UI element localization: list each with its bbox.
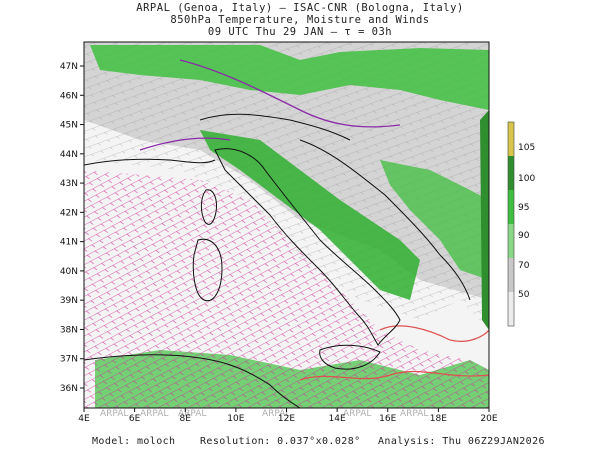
colorbar-segment <box>508 292 514 326</box>
colorbar-segment <box>508 156 514 190</box>
watermark-text: ARPAL <box>100 409 128 419</box>
header-source: ARPAL (Genoa, Italy) — ISAC-CNR (Bologna… <box>136 2 464 14</box>
model-label: Model: <box>92 436 131 447</box>
lon-tick-label: 10E <box>227 414 244 424</box>
coastline-sicily <box>319 344 381 370</box>
watermark-group: ARPAL ARPAL ARPAL ARPAL ARPAL ARPAL <box>100 409 428 419</box>
lat-tick-label: 39N <box>60 296 78 306</box>
longitude-axis: 4E 6E 8E 10E 12E 14E 16E 18E 20E <box>78 408 498 424</box>
colorbar-frame <box>507 121 515 327</box>
lon-tick-label: 18E <box>430 414 447 424</box>
colorbar-segment <box>508 258 514 292</box>
analysis-label: Analysis: <box>378 436 436 447</box>
border-alps <box>199 113 351 141</box>
lon-tick-label: 12E <box>278 414 295 424</box>
lat-tick-label: 42N <box>60 208 78 218</box>
wind-barbs-strong <box>84 170 489 408</box>
colorbar-label: 105 <box>518 143 535 153</box>
footer-model: Model: moloch <box>92 436 175 447</box>
lon-tick-label: 8E <box>180 414 192 424</box>
lon-tick-label: 4E <box>78 414 90 424</box>
moisture-area-balkans <box>380 160 489 280</box>
lat-tick-label: 41N <box>60 238 78 248</box>
footer-analysis: Analysis: Thu 06Z29JAN2026 <box>378 436 545 447</box>
header-field: 850hPa Temperature, Moisture and Winds <box>170 14 430 26</box>
lat-tick-label: 37N <box>60 355 78 365</box>
moisture-area-east-edge <box>480 110 489 330</box>
lon-tick-label: 20E <box>480 414 497 424</box>
lat-tick-label: 38N <box>60 325 78 335</box>
lat-tick-label: 46N <box>60 91 78 101</box>
analysis-value: Thu 06Z29JAN2026 <box>442 436 545 447</box>
watermark-text: ARPAL <box>343 409 371 419</box>
latitude-axis: 36N 37N 38N 39N 40N 41N 42N 43N 44N 45N 46N 47N <box>60 62 84 394</box>
resolution-value: 0.037°x0.028° <box>277 436 361 447</box>
colorbar-segment <box>508 190 514 224</box>
coastline-africa <box>84 354 301 408</box>
temperature-contour-purple-2 <box>139 137 231 151</box>
model-value: moloch <box>136 436 176 447</box>
lat-tick-label: 47N <box>60 62 78 72</box>
lat-tick-label: 43N <box>60 179 78 189</box>
footer-resolution: Resolution: 0.037°x0.028° <box>200 436 361 447</box>
lat-tick-label: 36N <box>60 384 78 394</box>
coastline-france <box>84 158 216 166</box>
colorbar-segment <box>508 122 514 156</box>
lat-tick-label: 44N <box>60 150 78 160</box>
watermark-text: ARPAL <box>178 409 206 419</box>
header-time: 09 UTC Thu 29 JAN — τ = 03h <box>207 26 393 38</box>
lon-tick-label: 16E <box>379 414 396 424</box>
temperature-contour-2 <box>299 370 489 381</box>
lon-tick-label: 6E <box>129 414 141 424</box>
watermark-text: ARPAL <box>140 409 168 419</box>
temperature-contour-purple-1 <box>179 59 401 128</box>
coastline-sardinia <box>192 238 223 302</box>
colorbar-label: 70 <box>518 261 530 271</box>
coastline-corsica <box>200 189 217 225</box>
watermark-text: ARPAL <box>400 409 428 419</box>
resolution-label: Resolution: <box>200 436 271 447</box>
lat-tick-label: 45N <box>60 121 78 131</box>
moisture-area-peninsula <box>200 130 420 300</box>
lat-tick-label: 40N <box>60 267 78 277</box>
watermark-text: ARPAL <box>262 409 290 419</box>
colorbar-label: 100 <box>518 174 535 184</box>
coastline-italy <box>214 148 401 346</box>
colorbar: 105 100 95 90 70 50 <box>507 121 535 327</box>
temperature-contour-1 <box>379 325 489 342</box>
colorbar-segment <box>508 224 514 258</box>
colorbar-label: 95 <box>518 203 529 213</box>
coastline-balkans <box>299 139 471 301</box>
lon-tick-label: 14E <box>329 414 346 424</box>
colorbar-label: 50 <box>518 290 530 300</box>
colorbar-label: 90 <box>518 231 530 241</box>
moisture-area-alps <box>90 45 489 110</box>
